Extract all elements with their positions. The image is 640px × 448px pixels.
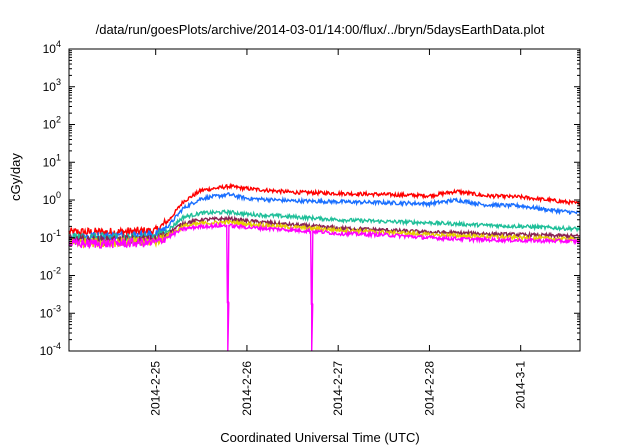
y-axis-label: cGy/day xyxy=(8,153,23,201)
series-line-5 xyxy=(68,219,581,249)
y-tick-label: 104 xyxy=(43,39,61,56)
chart-title: /data/run/goesPlots/archive/2014-03-01/1… xyxy=(95,22,545,37)
y-tick-label: 103 xyxy=(43,77,61,94)
x-tick-label: 2014-2-26 xyxy=(240,361,254,416)
series-line-1 xyxy=(68,182,581,240)
y-tick-label: 10-3 xyxy=(40,303,61,320)
y-tick-label: 102 xyxy=(43,115,61,132)
x-axis-label: Coordinated Universal Time (UTC) xyxy=(220,430,420,445)
x-tick-label: 2014-3-1 xyxy=(514,361,528,409)
series-line-6 xyxy=(68,221,581,352)
tick-layer: 10-4 10-3 10-2 10-1 100 101 102 103 104 2014-2-25… xyxy=(40,39,580,416)
y-tick-label: 10-2 xyxy=(40,266,61,283)
series-layer xyxy=(68,182,581,352)
y-tick-label: 10-1 xyxy=(40,228,61,245)
x-tick-label: 2014-2-27 xyxy=(331,361,345,416)
y-tick-label: 100 xyxy=(43,190,61,207)
x-tick-label: 2014-2-28 xyxy=(422,361,436,416)
y-tick-label: 101 xyxy=(43,152,61,169)
series-line-2 xyxy=(68,192,581,242)
y-tick-label: 10-4 xyxy=(40,341,61,358)
x-tick-label: 2014-2-25 xyxy=(149,361,163,416)
